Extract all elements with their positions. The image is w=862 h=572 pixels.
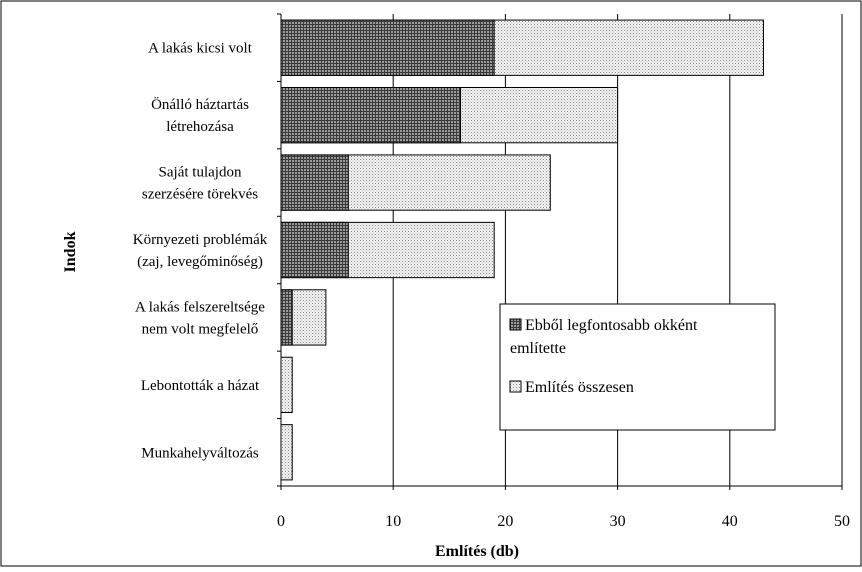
- legend-box: [499, 303, 776, 431]
- category-label: A lakás felszereltsége nem volt megfelelő: [135, 299, 265, 337]
- bar-total: [280, 356, 293, 414]
- bar-total: [280, 424, 293, 481]
- bar-most-important: [280, 154, 349, 211]
- legend-swatch-most-important: [509, 318, 522, 331]
- legend-label-total: Említés összesen: [525, 379, 634, 396]
- category-label: Önálló háztartás létrehozása: [151, 96, 249, 135]
- category-label-line: (zaj, levegőminőség): [137, 254, 263, 270]
- bar-most-important: [280, 221, 349, 279]
- category-label: Lebontották a házat: [141, 378, 260, 394]
- x-axis-title: Említés (db): [435, 543, 519, 560]
- legend-label-line-2: említette: [510, 340, 566, 357]
- legend-swatch-total: [509, 380, 522, 393]
- category-label-line: Lebontották a házat: [141, 378, 260, 394]
- category-labels: A lakás kicsi volt Önálló háztartás létreh…: [133, 41, 268, 462]
- category-label-line: Környezeti problémák: [133, 232, 268, 248]
- axes: [277, 13, 843, 490]
- tick-labels: 0 10 20 30 40 50: [277, 513, 850, 530]
- category-label-line: létrehozása: [166, 119, 234, 135]
- category-label-line: Saját tulajdon: [159, 165, 242, 181]
- bar-most-important: [280, 289, 293, 346]
- category-label-line: Önálló háztartás: [151, 96, 249, 113]
- x-tick-label: 10: [385, 513, 401, 530]
- category-label-line: A lakás kicsi volt: [148, 41, 253, 57]
- category-label: Saját tulajdon szerzésére törekvés: [142, 165, 258, 203]
- category-label: A lakás kicsi volt: [148, 41, 253, 57]
- category-label-line: szerzésére törekvés: [142, 187, 258, 203]
- y-axis-title: Indok: [62, 231, 79, 272]
- category-label: Munkahelyváltozás: [141, 445, 259, 461]
- legend: Ebből legfontosabb okként említette Említ…: [499, 303, 776, 431]
- legend-label-line-1: Ebből legfontosabb okként: [525, 317, 698, 334]
- x-tick-label: 20: [497, 513, 513, 530]
- bar-most-important: [280, 19, 495, 76]
- category-label-line: Munkahelyváltozás: [141, 445, 259, 461]
- x-tick-label: 0: [277, 513, 285, 530]
- x-tick-label: 30: [610, 513, 626, 530]
- bar-most-important: [280, 86, 462, 144]
- x-tick-label: 40: [722, 513, 738, 530]
- x-tick-label: 50: [834, 513, 850, 530]
- category-label-line: nem volt megfelelő: [142, 321, 259, 337]
- category-label: Környezeti problémák (zaj, levegőminőség): [133, 232, 268, 270]
- category-label-line: A lakás felszereltsége: [135, 299, 265, 315]
- legend-label-most-important: Ebből legfontosabb okként említette: [510, 317, 698, 357]
